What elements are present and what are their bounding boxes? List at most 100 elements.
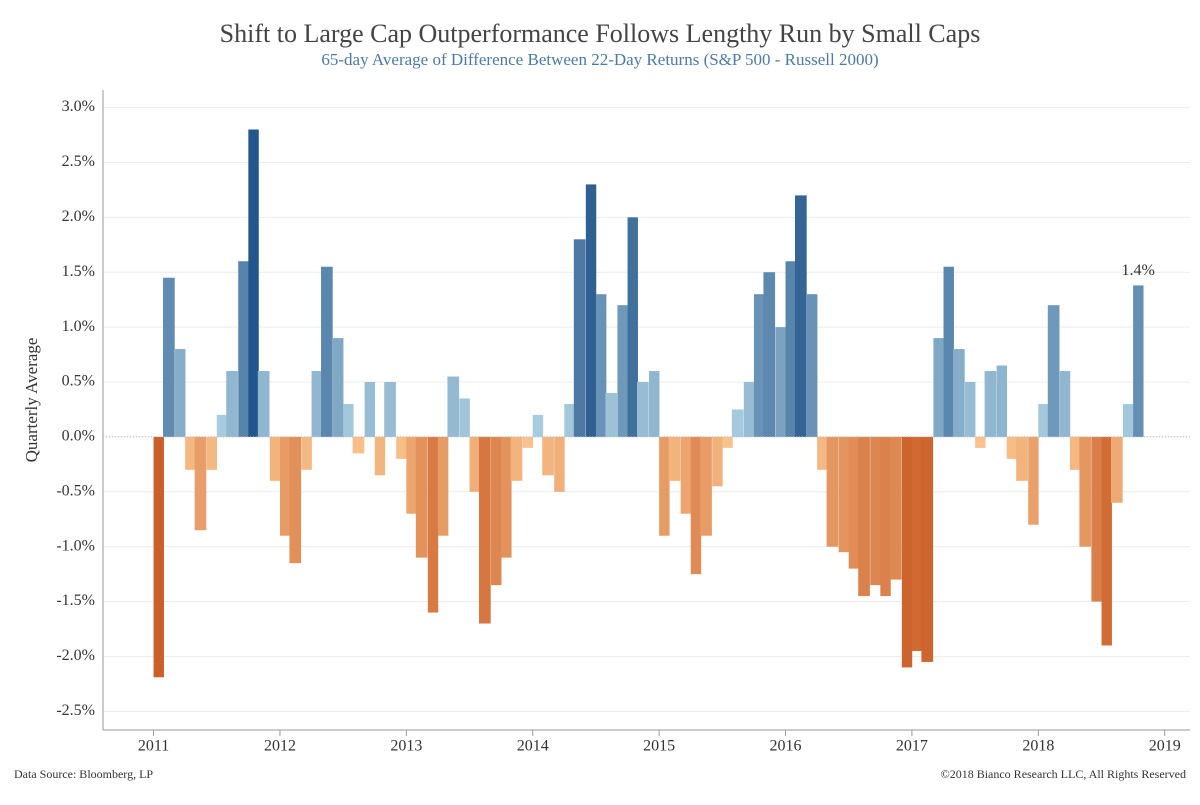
bar	[289, 436, 302, 564]
bar	[564, 403, 575, 437]
bar	[1059, 371, 1071, 437]
x-tick-label: 2013	[390, 738, 422, 755]
bar	[1111, 436, 1123, 503]
x-tick-label: 2019	[1149, 738, 1181, 755]
bar	[1038, 403, 1049, 437]
bar	[700, 436, 712, 536]
bar	[510, 436, 523, 481]
bar	[1133, 285, 1144, 437]
bar	[1006, 436, 1018, 459]
bar	[984, 371, 997, 437]
bar	[1016, 436, 1028, 481]
bar	[965, 382, 976, 437]
bar	[153, 436, 164, 678]
bar	[333, 338, 344, 437]
bar	[1079, 436, 1092, 547]
bar	[743, 382, 755, 437]
bar	[406, 436, 417, 514]
bar	[933, 338, 944, 437]
y-tick-label: 2.0%	[62, 208, 95, 225]
bar	[194, 436, 207, 531]
bar	[921, 436, 934, 662]
bar	[226, 371, 238, 437]
bar	[269, 436, 281, 481]
bar	[257, 371, 270, 437]
bar	[427, 436, 439, 613]
bar	[1028, 436, 1039, 525]
y-tick-label: 0.0%	[62, 428, 95, 445]
x-tick-label: 2012	[264, 738, 296, 755]
bar	[206, 436, 218, 470]
bar	[627, 217, 638, 437]
bar	[712, 436, 723, 487]
bar	[532, 414, 544, 437]
bar	[911, 436, 923, 651]
bar	[185, 436, 196, 470]
x-tick-label: 2015	[643, 738, 675, 755]
bar	[321, 266, 333, 437]
source: Data Source: Bloomberg, LP	[14, 767, 153, 781]
bar	[731, 409, 744, 437]
bar	[501, 436, 512, 558]
bar	[795, 195, 807, 437]
bar	[659, 436, 670, 536]
bar	[953, 349, 965, 437]
x-tick-label: 2017	[896, 738, 928, 755]
bar	[459, 398, 470, 437]
bar	[542, 436, 554, 476]
bar	[343, 403, 354, 437]
bar	[238, 261, 249, 437]
annotation: 1.4%	[1122, 262, 1155, 279]
y-tick-label: -2.0%	[56, 647, 95, 664]
y-tick-label: 3.0%	[62, 98, 95, 115]
bar	[870, 436, 881, 586]
y-tick-label: -1.0%	[56, 537, 95, 554]
bar	[807, 294, 818, 437]
y-tick-label: -1.5%	[56, 592, 95, 609]
bar	[163, 277, 175, 437]
bar	[858, 436, 870, 597]
bar	[848, 436, 860, 569]
copyright: ©2018 Bianco Research LLC, All Rights Re…	[941, 767, 1186, 781]
bar	[838, 436, 850, 553]
y-tick-label: 1.0%	[62, 318, 95, 335]
bar	[216, 414, 228, 437]
bar	[585, 184, 597, 437]
y-axis-label: Quarterly Average	[22, 338, 41, 463]
bar	[522, 436, 534, 448]
bar	[415, 436, 428, 558]
bar	[817, 436, 828, 470]
y-tick-label: 0.5%	[62, 373, 95, 390]
bar	[753, 294, 765, 437]
bar	[975, 436, 986, 448]
chart-subtitle: 65-day Average of Difference Between 22-…	[321, 50, 878, 69]
x-tick-label: 2014	[517, 738, 549, 755]
chart-title: Shift to Large Cap Outperformance Follow…	[220, 19, 981, 48]
bar	[1123, 403, 1134, 437]
x-tick-label: 2011	[138, 738, 169, 755]
bar	[469, 436, 480, 492]
bar	[889, 436, 902, 580]
bar	[396, 436, 407, 459]
bar	[248, 129, 259, 437]
bar	[554, 436, 565, 492]
y-tick-label: 1.5%	[62, 263, 95, 280]
bar	[1101, 436, 1112, 646]
bar	[352, 436, 365, 454]
bar	[722, 436, 733, 448]
bar	[447, 376, 460, 437]
bar	[680, 436, 692, 514]
bar	[384, 382, 396, 437]
bar	[279, 436, 291, 536]
bar	[617, 305, 628, 437]
bar	[595, 294, 607, 437]
bar	[668, 436, 681, 481]
y-tick-label: 2.5%	[62, 153, 95, 170]
bar	[374, 436, 386, 476]
bar	[637, 382, 649, 437]
y-tick-label: -2.5%	[56, 702, 95, 719]
bar	[1069, 436, 1081, 470]
bar	[785, 261, 796, 437]
bar	[996, 365, 1008, 437]
